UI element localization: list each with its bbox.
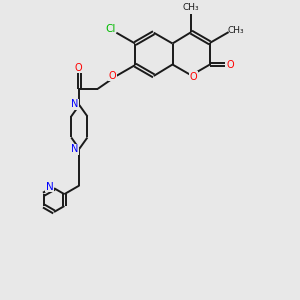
Text: CH₃: CH₃ bbox=[227, 26, 244, 35]
Text: Cl: Cl bbox=[106, 24, 116, 34]
Text: N: N bbox=[71, 144, 79, 154]
Text: N: N bbox=[71, 100, 79, 110]
Text: CH₃: CH₃ bbox=[183, 3, 200, 12]
Text: O: O bbox=[226, 59, 234, 70]
Text: O: O bbox=[190, 71, 197, 82]
Text: O: O bbox=[74, 63, 82, 73]
Text: O: O bbox=[109, 71, 117, 81]
Text: N: N bbox=[46, 182, 53, 192]
